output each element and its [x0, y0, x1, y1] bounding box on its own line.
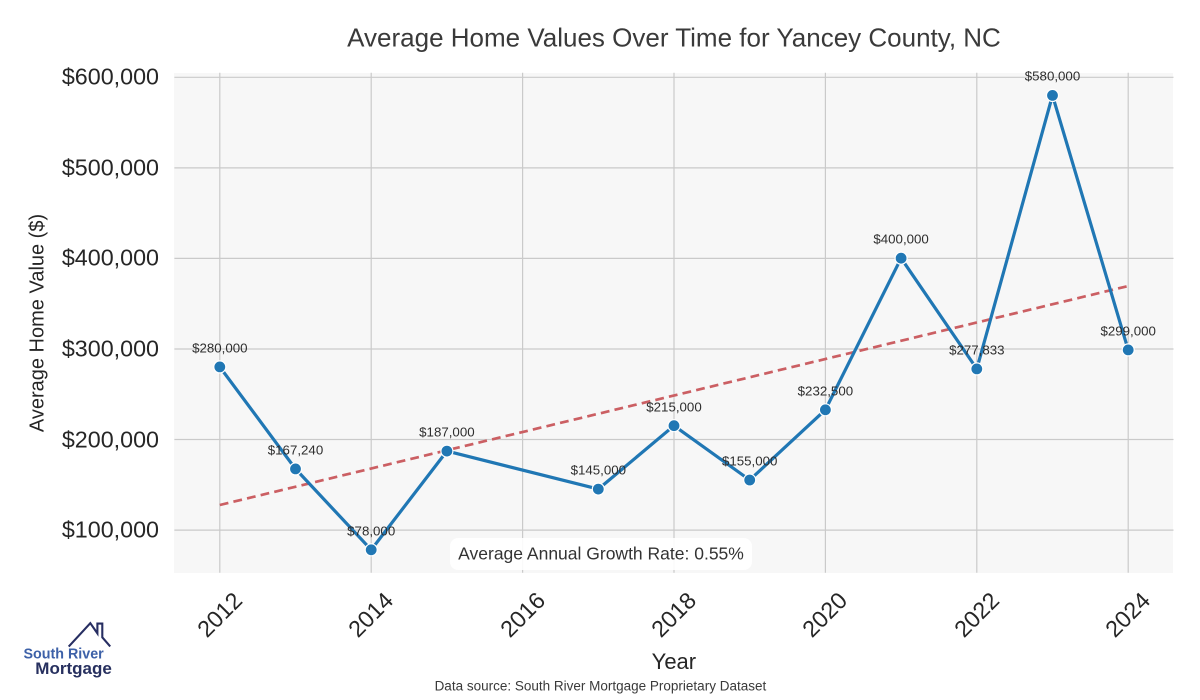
svg-text:Mortgage: Mortgage	[35, 659, 112, 678]
svg-text:South River: South River	[24, 646, 105, 662]
